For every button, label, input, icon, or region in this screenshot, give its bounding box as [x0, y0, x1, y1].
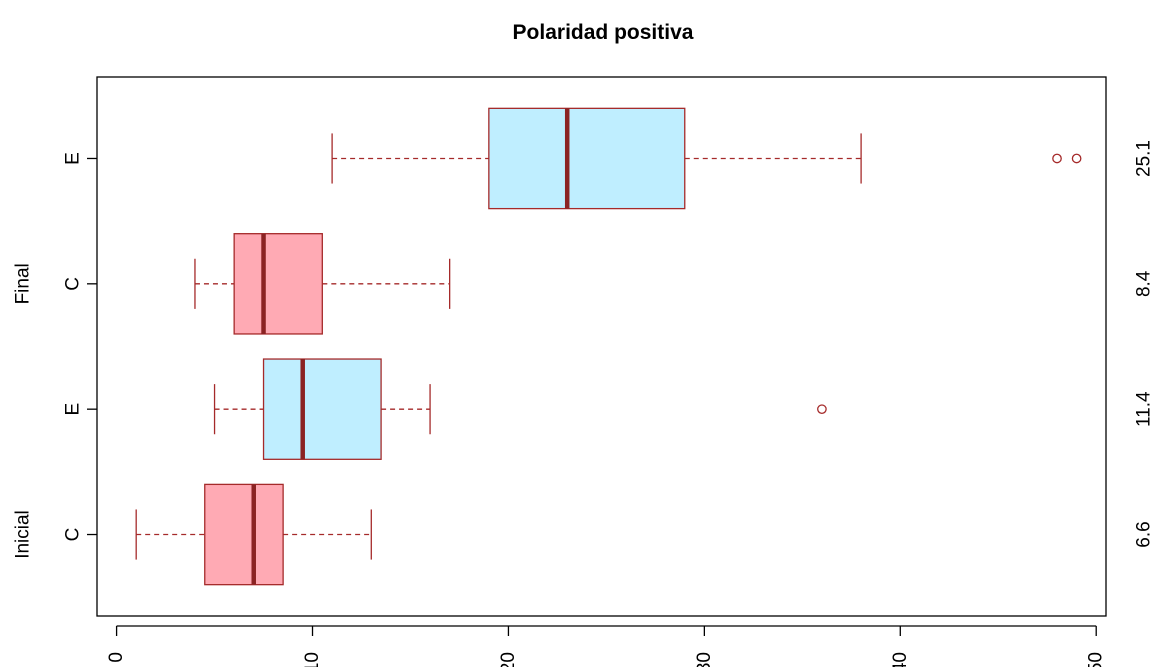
y-tick-label: C: [63, 528, 84, 542]
box-iqr: [204, 483, 284, 586]
box-C-0: [135, 483, 372, 586]
boxes: [135, 107, 1082, 586]
box-iqr: [488, 107, 686, 210]
x-tick-label: 30: [694, 652, 715, 667]
box-iqr: [233, 233, 323, 335]
y-axis: C E C E: [63, 152, 97, 542]
y-tick-label: E: [63, 403, 84, 416]
box-C-2: [194, 233, 451, 335]
plot-frame: [96, 76, 1107, 617]
box-E-3: [331, 107, 1082, 210]
mean-label: 8.4: [1134, 270, 1154, 297]
group-label-inicial: Inicial: [13, 510, 34, 559]
box-E-1: [213, 358, 827, 460]
chart-title: Polaridad positiva: [513, 21, 694, 44]
outlier-point: [1071, 153, 1082, 164]
outlier-point: [1052, 153, 1062, 164]
x-tick-label: 40: [890, 652, 911, 667]
x-axis: 0 10 20 30 40 50: [106, 625, 1107, 667]
x-tick-label: 10: [302, 652, 323, 667]
x-tick-label: 50: [1086, 652, 1107, 667]
outlier-point: [817, 404, 827, 415]
x-tick-label: 20: [498, 652, 519, 667]
mean-label: 25.1: [1134, 140, 1154, 177]
y-tick-label: E: [63, 152, 84, 165]
y-tick-label: C: [63, 277, 84, 291]
mean-labels: 6.6 11.4 8.4 25.1: [1134, 140, 1154, 548]
mean-label: 6.6: [1134, 521, 1154, 547]
group-label-final: Final: [13, 263, 34, 304]
box-iqr: [262, 358, 382, 460]
mean-label: 11.4: [1134, 391, 1154, 427]
group-labels: Inicial Final: [13, 263, 34, 559]
x-tick-label: 0: [106, 652, 127, 663]
